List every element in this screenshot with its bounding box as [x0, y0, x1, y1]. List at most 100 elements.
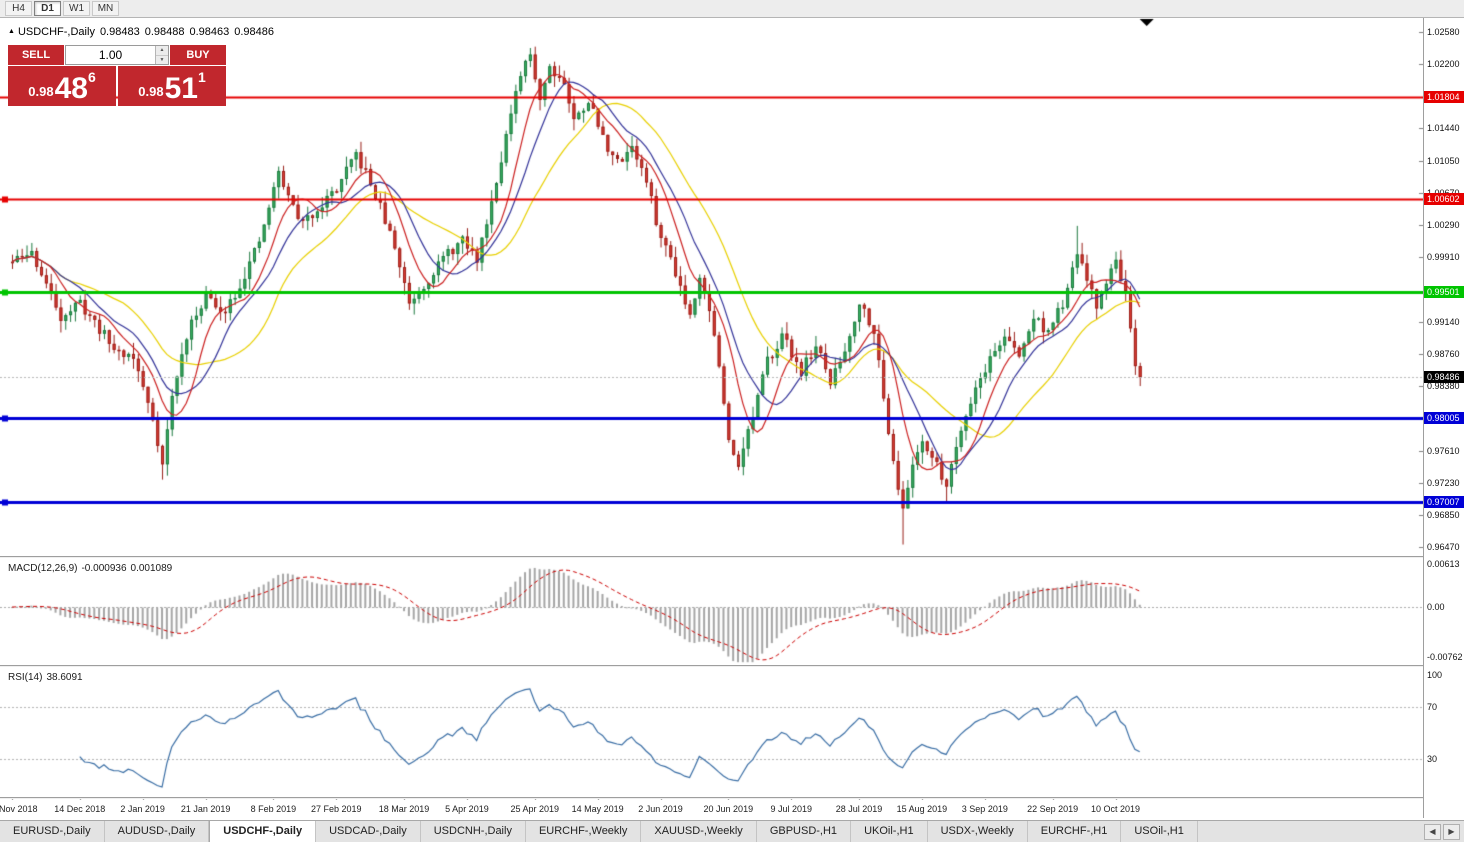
buy-price-prefix: 0.98 [138, 84, 164, 99]
timeframe-button-d1[interactable]: D1 [34, 1, 61, 16]
volume-control[interactable]: 1.00 ▲ ▼ [65, 45, 169, 65]
current-price-badge: 0.98486 [1424, 371, 1464, 384]
rsi-splitter[interactable] [0, 665, 1464, 667]
level-price-badge: 1.00602 [1424, 192, 1464, 205]
macd-scale-tick: 0.00613 [1427, 558, 1460, 569]
quote-high: 0.98488 [144, 26, 185, 38]
date-axis-label: 22 Sep 2019 [1027, 804, 1079, 814]
macd-name: MACD(12,26,9) [8, 563, 78, 574]
chart-tab-eurusd-daily[interactable]: EURUSD-,Daily [0, 821, 105, 842]
quote-low: 0.98463 [189, 26, 230, 38]
macd-scale-tick: 0.00 [1427, 602, 1445, 613]
date-axis[interactable]: 26 Nov 2018 14 Dec 2018 2 Jan 2019 21 Jan 2… [0, 800, 1424, 820]
date-axis-label: 28 Jul 2019 [835, 804, 883, 814]
quote-close: 0.98486 [234, 26, 274, 38]
date-axis-label: 18 Mar 2019 [378, 804, 430, 814]
date-axis-label: 8 Feb 2019 [250, 804, 297, 814]
level-price-badge: 0.99501 [1424, 285, 1464, 298]
price-scale[interactable]: 1.025801.022001.014401.010501.006701.002… [1424, 18, 1464, 818]
sell-price-display[interactable]: 0.98 48 6 [8, 66, 116, 106]
price-scale-separator [1423, 18, 1424, 818]
macd-splitter[interactable] [0, 556, 1464, 558]
tabs-scroll-right-button[interactable]: ▶ [1443, 823, 1460, 840]
date-axis-label: 20 Jun 2019 [703, 804, 754, 814]
sell-price-sup: 6 [87, 69, 96, 85]
chart-tab-xauusd-weekly[interactable]: XAUUSD-,Weekly [641, 821, 757, 842]
price-scale-tick: 0.98760 [1427, 349, 1460, 360]
date-axis-label: 5 Apr 2019 [445, 804, 489, 814]
tabs-scroll-left-button[interactable]: ◀ [1424, 823, 1441, 840]
price-scale-tick: 1.02580 [1427, 26, 1460, 37]
rsi-scale-tick: 100 [1427, 670, 1443, 680]
date-axis-label: 25 Apr 2019 [510, 804, 559, 814]
rsi-value: 38.6091 [46, 672, 83, 683]
date-axis-label: 2 Jan 2019 [120, 804, 165, 814]
chart-tab-eurchf-h1[interactable]: EURCHF-,H1 [1028, 821, 1122, 842]
price-scale-tick: 0.97230 [1427, 477, 1460, 488]
chart-tab-ukoil-h1[interactable]: UKOil-,H1 [851, 821, 928, 842]
price-scale-tick: 0.96470 [1427, 542, 1460, 553]
timeframe-toolbar: H4 D1 W1 MN [0, 0, 1464, 18]
macd-value2: 0.001089 [130, 563, 173, 574]
price-scale-tick: 0.97610 [1427, 445, 1460, 456]
macd-scale-tick: -0.00762 [1427, 651, 1463, 662]
chart-tab-usdcad-daily[interactable]: USDCAD-,Daily [316, 821, 421, 842]
volume-down-button[interactable]: ▼ [156, 55, 168, 64]
chart-tab-eurchf-weekly[interactable]: EURCHF-,Weekly [526, 821, 642, 842]
date-axis-label: 14 Dec 2018 [54, 804, 106, 814]
timeframe-button-h4[interactable]: H4 [5, 1, 32, 16]
chart-tab-usdcnh-daily[interactable]: USDCNH-,Daily [421, 821, 526, 842]
chart-tab-gbpusd-h1[interactable]: GBPUSD-,H1 [757, 821, 852, 842]
rsi-label: RSI(14) 38.6091 [8, 672, 87, 683]
collapse-arrow-icon[interactable]: ▲ [8, 28, 15, 35]
date-axis-label: 14 May 2019 [571, 804, 624, 814]
chart-tab-usdx-weekly[interactable]: USDX-,Weekly [928, 821, 1028, 842]
date-axis-label: 10 Oct 2019 [1090, 804, 1141, 814]
rsi-name: RSI(14) [8, 672, 43, 683]
price-scale-tick: 0.99910 [1427, 252, 1460, 263]
one-click-trading-panel: SELL 1.00 ▲ ▼ BUY 0.98 48 6 0.98 [8, 45, 226, 106]
date-axis-label: 26 Nov 2018 [0, 804, 38, 814]
rsi-scale-tick: 30 [1427, 754, 1438, 764]
level-price-badge: 1.01804 [1424, 91, 1464, 104]
price-scale-tick: 1.01440 [1427, 123, 1460, 134]
chart-window: ▲ USDCHF-,Daily 0.98483 0.98488 0.98463 0.984… [0, 18, 1464, 820]
timeframe-button-w1[interactable]: W1 [63, 1, 90, 16]
date-axis-label: 2 Jun 2019 [638, 804, 683, 814]
volume-input[interactable]: 1.00 [98, 48, 123, 62]
axis-splitter [0, 797, 1464, 799]
volume-up-button[interactable]: ▲ [156, 46, 168, 56]
price-scale-tick: 1.00290 [1427, 220, 1460, 231]
timeframe-button-mn[interactable]: MN [92, 1, 119, 16]
chart-tab-audusd-daily[interactable]: AUDUSD-,Daily [105, 821, 210, 842]
price-scale-tick: 1.01050 [1427, 155, 1460, 166]
price-scale-tick: 0.98380 [1427, 381, 1460, 392]
chart-title: ▲ USDCHF-,Daily 0.98483 0.98488 0.98463 0.984… [8, 26, 274, 38]
chart-tab-usoil-h1[interactable]: USOil-,H1 [1121, 821, 1198, 842]
price-scale-tick: 1.02200 [1427, 59, 1460, 70]
macd-value1: -0.000936 [81, 563, 127, 574]
buy-price-big: 51 [164, 72, 198, 105]
date-axis-label: 15 Aug 2019 [896, 804, 948, 814]
buy-price-display[interactable]: 0.98 51 1 [118, 66, 226, 106]
macd-label: MACD(12,26,9) -0.000936 0.001089 [8, 563, 176, 574]
price-scale-tick: 0.96850 [1427, 510, 1460, 521]
price-scale-tick: 0.99140 [1427, 316, 1460, 327]
sell-button[interactable]: SELL [8, 45, 64, 65]
sell-price-prefix: 0.98 [28, 84, 54, 99]
tab-scroll-arrows: ◀ ▶ [1420, 821, 1464, 842]
date-axis-label: 27 Feb 2019 [310, 804, 362, 814]
date-axis-label: 21 Jan 2019 [180, 804, 231, 814]
chart-symbol-period: USDCHF-,Daily [17, 26, 95, 38]
sell-price-big: 48 [54, 72, 88, 105]
volume-spinner: ▲ ▼ [155, 46, 168, 64]
buy-button[interactable]: BUY [170, 45, 226, 65]
chart-tabs: EURUSD-,Daily AUDUSD-,Daily USDCHF-,Daily U… [0, 821, 1420, 842]
level-price-badge: 0.97007 [1424, 495, 1464, 508]
price-chart-canvas[interactable] [0, 18, 1424, 820]
date-axis-label: 3 Sep 2019 [961, 804, 1008, 814]
date-axis-label: 9 Jul 2019 [770, 804, 812, 814]
chart-tab-usdchf-daily[interactable]: USDCHF-,Daily [209, 821, 317, 842]
quote-open: 0.98483 [99, 26, 140, 38]
